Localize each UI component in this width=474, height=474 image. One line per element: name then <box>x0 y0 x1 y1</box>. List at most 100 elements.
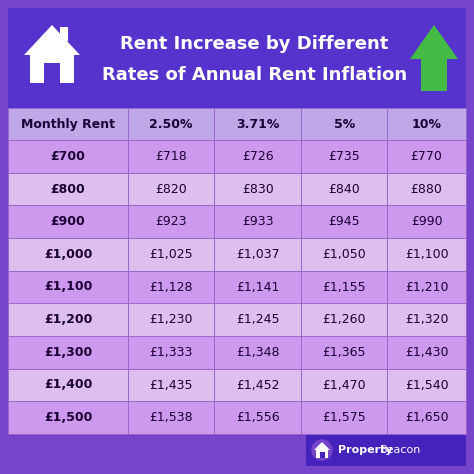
Text: £1,155: £1,155 <box>322 281 366 293</box>
Polygon shape <box>410 25 458 91</box>
Bar <box>128 173 214 205</box>
Bar <box>214 238 301 271</box>
Text: 10%: 10% <box>412 118 442 130</box>
Text: £1,320: £1,320 <box>405 313 448 326</box>
Bar <box>8 173 128 205</box>
Bar <box>301 336 387 369</box>
Text: £1,430: £1,430 <box>405 346 448 359</box>
Text: £1,452: £1,452 <box>236 379 279 392</box>
Bar <box>316 449 328 458</box>
Text: £1,575: £1,575 <box>322 411 366 424</box>
Text: £1,650: £1,650 <box>405 411 448 424</box>
Bar <box>8 205 128 238</box>
Bar <box>387 205 466 238</box>
Text: £1,000: £1,000 <box>44 248 92 261</box>
Text: £800: £800 <box>51 182 85 195</box>
Text: Property: Property <box>338 445 392 455</box>
Text: £735: £735 <box>328 150 360 163</box>
Bar <box>387 401 466 434</box>
Text: £1,141: £1,141 <box>236 281 279 293</box>
Bar <box>8 8 466 108</box>
Bar <box>128 140 214 173</box>
Bar <box>8 369 128 401</box>
Text: £840: £840 <box>328 182 360 195</box>
Text: £1,245: £1,245 <box>236 313 279 326</box>
Polygon shape <box>314 442 330 450</box>
Text: £933: £933 <box>242 215 273 228</box>
Bar <box>214 140 301 173</box>
Text: £1,100: £1,100 <box>44 281 92 293</box>
Bar <box>301 238 387 271</box>
Bar <box>301 140 387 173</box>
Text: £1,540: £1,540 <box>405 379 448 392</box>
Bar <box>301 369 387 401</box>
Text: £1,400: £1,400 <box>44 379 92 392</box>
Bar <box>44 63 60 83</box>
Text: £718: £718 <box>155 150 187 163</box>
Text: £1,556: £1,556 <box>236 411 280 424</box>
Bar <box>8 108 128 140</box>
Bar <box>8 303 128 336</box>
Bar <box>128 336 214 369</box>
Bar <box>214 108 301 140</box>
Text: 2.50%: 2.50% <box>149 118 193 130</box>
Text: £1,260: £1,260 <box>322 313 366 326</box>
Bar <box>30 53 74 83</box>
Circle shape <box>312 440 332 460</box>
Bar <box>387 173 466 205</box>
Bar <box>301 271 387 303</box>
Text: £945: £945 <box>328 215 360 228</box>
Text: £726: £726 <box>242 150 273 163</box>
Text: £1,230: £1,230 <box>149 313 193 326</box>
Bar <box>128 303 214 336</box>
Text: £1,365: £1,365 <box>322 346 366 359</box>
Bar <box>8 336 128 369</box>
Text: £1,470: £1,470 <box>322 379 366 392</box>
Text: Rent Increase by Different: Rent Increase by Different <box>120 35 389 53</box>
Bar <box>301 401 387 434</box>
Text: Rates of Annual Rent Inflation: Rates of Annual Rent Inflation <box>102 66 407 84</box>
Bar <box>214 271 301 303</box>
Text: £1,348: £1,348 <box>236 346 279 359</box>
Bar <box>306 434 466 466</box>
Bar <box>128 238 214 271</box>
Text: £1,210: £1,210 <box>405 281 448 293</box>
Text: £900: £900 <box>51 215 85 228</box>
Bar <box>128 205 214 238</box>
Text: 3.71%: 3.71% <box>236 118 279 130</box>
Bar <box>214 173 301 205</box>
Bar <box>301 303 387 336</box>
Text: £1,333: £1,333 <box>149 346 193 359</box>
Bar <box>214 401 301 434</box>
Bar <box>387 108 466 140</box>
Polygon shape <box>24 25 80 55</box>
Text: £820: £820 <box>155 182 187 195</box>
Bar <box>301 108 387 140</box>
Text: £1,100: £1,100 <box>405 248 448 261</box>
Bar <box>387 238 466 271</box>
Text: £1,500: £1,500 <box>44 411 92 424</box>
Text: £830: £830 <box>242 182 273 195</box>
Bar <box>214 303 301 336</box>
Text: £880: £880 <box>411 182 443 195</box>
Bar <box>387 271 466 303</box>
Bar <box>60 27 68 41</box>
Text: £1,538: £1,538 <box>149 411 193 424</box>
Text: £770: £770 <box>411 150 443 163</box>
Text: £700: £700 <box>51 150 85 163</box>
Text: 5%: 5% <box>334 118 355 130</box>
Bar <box>8 140 128 173</box>
Text: £1,037: £1,037 <box>236 248 280 261</box>
Bar <box>128 369 214 401</box>
Bar <box>387 369 466 401</box>
Text: £1,200: £1,200 <box>44 313 92 326</box>
Text: £1,025: £1,025 <box>149 248 193 261</box>
Bar <box>8 401 128 434</box>
Bar <box>128 401 214 434</box>
Text: £1,050: £1,050 <box>322 248 366 261</box>
Text: £1,435: £1,435 <box>149 379 193 392</box>
Text: £990: £990 <box>411 215 443 228</box>
Text: Beacon: Beacon <box>380 445 421 455</box>
Bar <box>214 205 301 238</box>
Text: £1,128: £1,128 <box>149 281 193 293</box>
